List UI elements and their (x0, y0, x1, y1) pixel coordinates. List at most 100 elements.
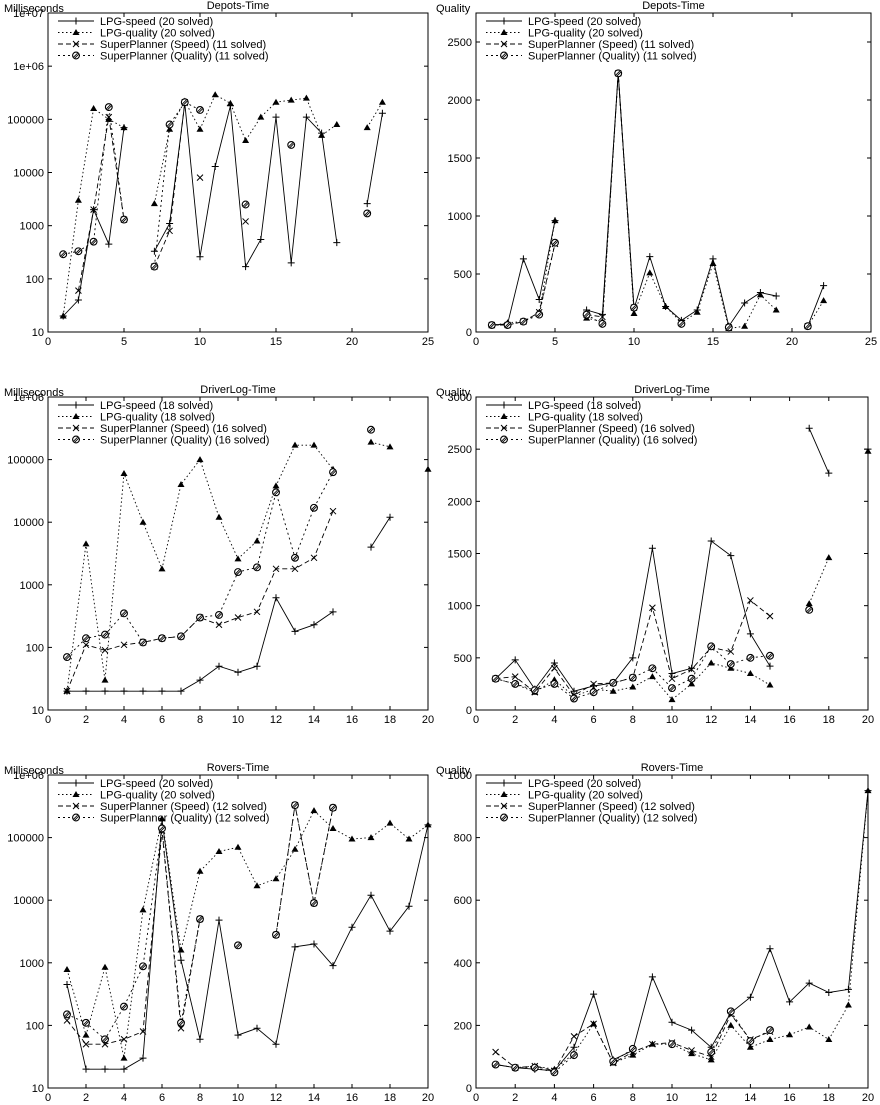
data-point (177, 687, 185, 695)
y-tick-label: 1000 (20, 221, 44, 233)
data-point (215, 847, 223, 854)
y-tick-label: 10000 (13, 168, 44, 180)
legend-entry: SuperPlanner (Quality) (11 solved) (528, 51, 697, 63)
legend-marker (500, 51, 508, 60)
y-axis-label: Quality (436, 765, 471, 777)
y-tick-label: 3000 (448, 392, 472, 404)
legend-marker (72, 413, 80, 419)
data-point (291, 801, 299, 810)
legend-entry: SuperPlanner (Speed) (12 solved) (528, 801, 695, 813)
data-point (139, 1054, 147, 1062)
x-tick-label: 16 (783, 714, 795, 726)
data-point (726, 1007, 735, 1016)
legend-marker (500, 791, 508, 797)
series-2 (63, 438, 432, 694)
data-point (511, 656, 519, 664)
data-point (82, 1031, 90, 1038)
data-point (746, 653, 755, 662)
x-tick-label: 12 (270, 1092, 282, 1104)
data-point (63, 687, 71, 695)
legend-entry: SuperPlanner (Quality) (16 solved) (528, 435, 697, 447)
data-point (101, 630, 109, 639)
data-point (101, 687, 109, 695)
data-point (63, 653, 71, 662)
data-point (367, 425, 375, 434)
data-point (424, 465, 432, 472)
data-point (844, 985, 852, 993)
data-point (139, 638, 147, 647)
legend-entry: LPG-speed (20 solved) (100, 778, 213, 790)
chart-6: 0 2 4 6 8 10 12 14 16 18 2002004006008001000Rovers… (436, 762, 874, 1104)
y-tick-label: 600 (454, 895, 472, 907)
legend-marker (72, 435, 80, 444)
data-point (348, 835, 356, 842)
y-tick-label: 500 (454, 269, 472, 281)
data-point (707, 1056, 715, 1063)
legend-marker (500, 802, 508, 810)
data-point (139, 687, 147, 695)
y-tick-label: 1e+06 (13, 392, 44, 404)
y-tick-label: 10000 (13, 895, 44, 907)
data-point (242, 218, 249, 225)
data-point (367, 438, 375, 445)
data-point (291, 845, 299, 852)
data-point (101, 676, 109, 683)
data-point (120, 1054, 128, 1061)
x-tick-label: 4 (551, 714, 557, 726)
x-tick-label: 14 (308, 1092, 320, 1104)
legend-marker (72, 40, 80, 48)
data-point (668, 1040, 676, 1049)
data-point (668, 1018, 676, 1026)
data-point (59, 312, 67, 319)
x-tick-label: 10 (232, 1092, 244, 1104)
y-axis-label: Milliseconds (4, 387, 64, 399)
data-point (82, 1065, 90, 1073)
series-3 (488, 69, 812, 331)
data-point (150, 262, 159, 271)
legend-entry: SuperPlanner (Speed) (11 solved) (100, 39, 266, 51)
data-point (629, 1051, 637, 1058)
x-tick-label: 14 (744, 714, 756, 726)
data-point (511, 673, 519, 680)
data-point (756, 291, 764, 298)
data-point (726, 660, 735, 669)
series-line (66, 820, 429, 1070)
data-point (82, 1040, 90, 1048)
data-point (329, 803, 337, 812)
data-point (630, 309, 638, 316)
series-1 (63, 513, 394, 695)
data-point (310, 940, 318, 948)
data-point (272, 113, 280, 121)
x-tick-label: 25 (422, 336, 434, 348)
data-point (747, 597, 754, 604)
data-point (805, 605, 814, 614)
chart-4: 0 2 4 6 8 10 12 14 16 18 20 0 500 1000 1500 2000 2500 300… (436, 384, 874, 726)
series-line (62, 94, 383, 317)
data-point (609, 678, 618, 687)
data-point (82, 687, 90, 695)
data-point (310, 807, 318, 814)
data-point (272, 98, 280, 105)
x-tick-label: 2 (83, 1092, 89, 1104)
data-point (302, 94, 310, 101)
data-point (272, 930, 280, 939)
y-tick-label: 100000 (7, 455, 44, 467)
data-point (105, 240, 113, 248)
series-4 (63, 801, 337, 1044)
data-point (165, 120, 174, 129)
x-tick-label: 2 (512, 1092, 518, 1104)
data-point (491, 1060, 500, 1069)
data-point (677, 319, 686, 328)
data-point (82, 641, 90, 649)
data-point (196, 106, 204, 114)
data-point (120, 641, 128, 649)
legend-entry: SuperPlanner (Quality) (11 solved) (100, 51, 269, 63)
x-tick-label: 25 (865, 336, 877, 348)
data-point (272, 594, 280, 602)
data-point (741, 299, 749, 307)
data-point (648, 673, 656, 680)
data-point (386, 513, 394, 521)
series-line (496, 451, 868, 699)
data-point (59, 250, 68, 259)
